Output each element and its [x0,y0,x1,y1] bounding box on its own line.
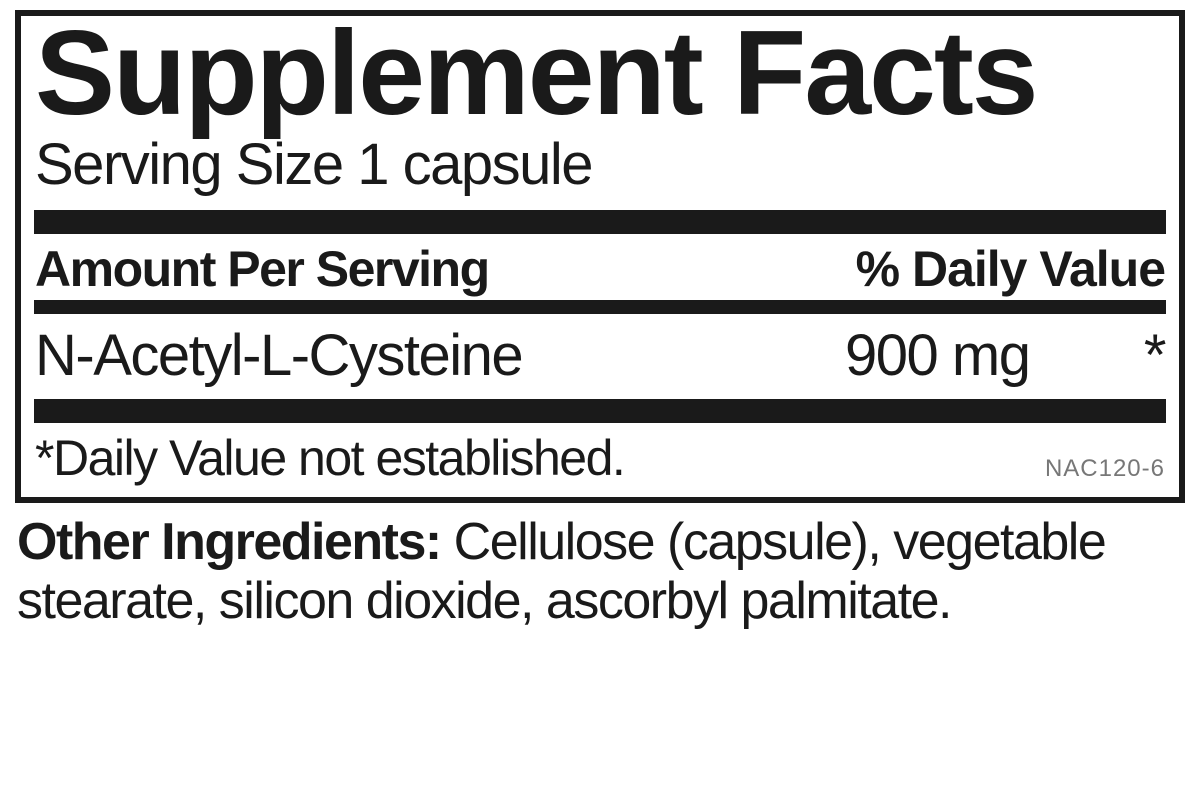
header-amount-per-serving: Amount Per Serving [35,240,489,298]
divider-med [34,300,1166,314]
other-ingredients: Other Ingredients: Cellulose (capsule), … [15,503,1185,633]
divider-thick-2 [34,399,1166,423]
other-ingredients-label: Other Ingredients: [17,513,441,571]
ingredient-name: N-Acetyl-L-Cysteine [35,322,845,389]
header-daily-value: % Daily Value [856,240,1165,298]
ingredient-amount: 900 mg [845,322,1125,389]
footnote-row: *Daily Value not established. NAC120-6 [35,423,1165,487]
panel-title: Supplement Facts [35,10,1165,136]
ingredient-row: N-Acetyl-L-Cysteine 900 mg * [35,314,1165,399]
product-code: NAC120-6 [1045,455,1165,487]
ingredient-dv: * [1125,322,1165,389]
header-row: Amount Per Serving % Daily Value [35,234,1165,300]
footnote-text: *Daily Value not established. [35,429,624,487]
divider-thick [34,210,1166,234]
serving-size: Serving Size 1 capsule [35,130,1165,200]
supplement-facts-panel: Supplement Facts Serving Size 1 capsule … [15,10,1185,503]
